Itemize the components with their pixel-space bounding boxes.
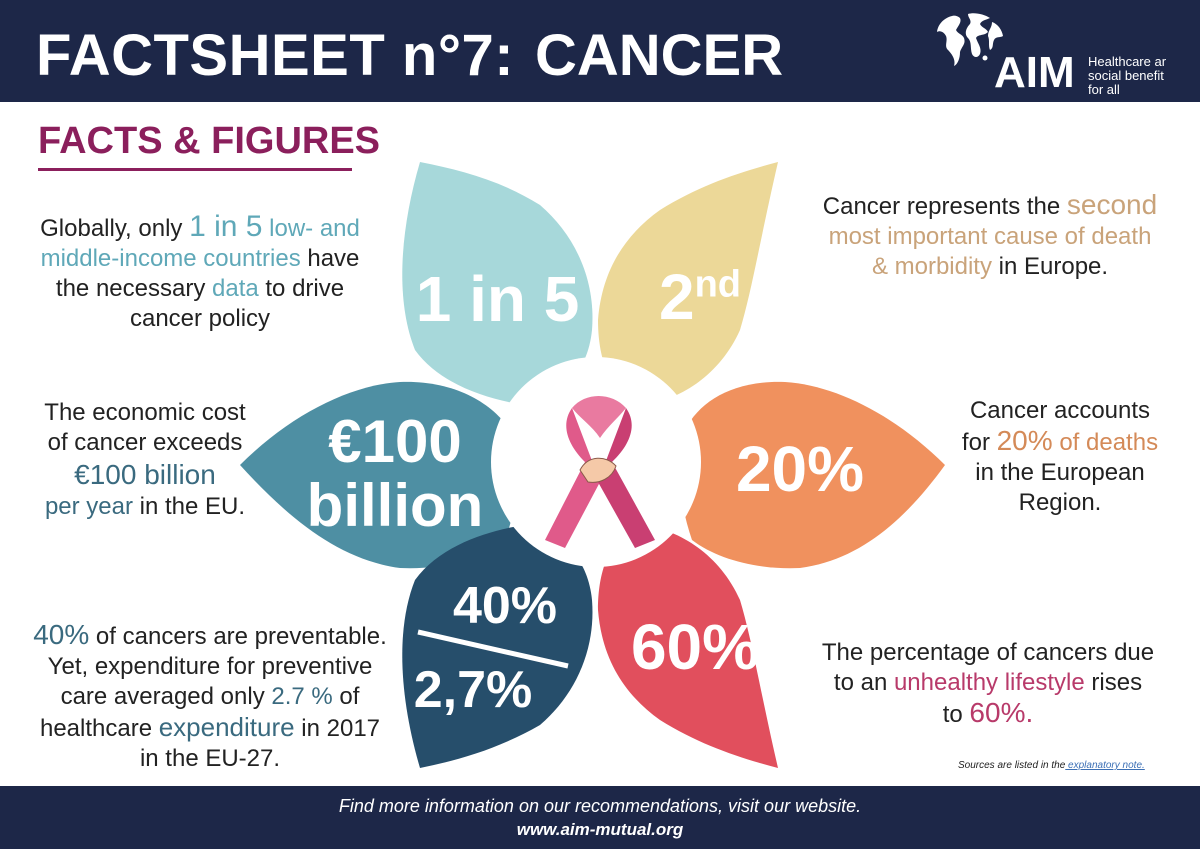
logo-tagline: Healthcare ar social benefit for all xyxy=(1088,55,1167,97)
fact-preventable: 40% of cancers are preventable. Yet, exp… xyxy=(33,619,387,773)
section-title: FACTS & FIGURES xyxy=(38,120,381,162)
petal-text-60pct: 60% xyxy=(630,611,760,683)
petal-text-20pct: 20% xyxy=(735,433,865,505)
petal-text-2nd: 2nd xyxy=(658,261,742,333)
petal-text-100-billion: €100 billion xyxy=(306,408,484,539)
fact-economic-cost: The economic cost of cancer exceeds €100… xyxy=(44,399,246,520)
fact-unhealthy-lifestyle: The percentage of cancers due to an unhe… xyxy=(821,639,1155,728)
website-link[interactable]: www.aim-mutual.org xyxy=(516,820,684,839)
petal-bottom-right xyxy=(598,525,778,768)
divider-line xyxy=(417,629,569,669)
fact-second-cause: Cancer represents the second most import… xyxy=(822,189,1158,281)
footer-bar: Find more information on our recommendat… xyxy=(0,786,1200,849)
logo-text: AIM xyxy=(994,48,1075,97)
topic-title: CANCER xyxy=(535,23,784,88)
petal-text-2-7pct: 2,7% xyxy=(413,661,533,719)
footer-info-text: Find more information on our recommendat… xyxy=(338,796,862,816)
fact-low-income-data: Globally, only 1 in 5 low- and middle-in… xyxy=(40,210,360,333)
petal-top-left xyxy=(402,162,593,405)
petal-bottom-left xyxy=(402,525,593,768)
fact-20pct-deaths: Cancer accounts for 20% of deaths in the… xyxy=(961,397,1159,516)
petal-left xyxy=(240,381,517,569)
petal-text-40pct: 40% xyxy=(452,577,558,635)
sources-note: Sources are listed in the explanatory no… xyxy=(958,760,1145,771)
globe-icon xyxy=(937,13,1003,66)
petal-top-right xyxy=(598,162,778,405)
ribbon-icon xyxy=(545,396,655,548)
petal-right xyxy=(680,381,945,569)
petal-text-1in5: 1 in 5 xyxy=(415,263,580,335)
aim-logo[interactable]: AIM Healthcare ar social benefit for all xyxy=(930,8,1200,98)
header-bar: FACTSHEET n°7: CANCER AIM Healthcare ar … xyxy=(0,0,1200,102)
factsheet-title: FACTSHEET n°7: xyxy=(36,23,515,88)
section-underline xyxy=(38,168,352,171)
explanatory-note-link[interactable]: explanatory note. xyxy=(1065,760,1145,771)
